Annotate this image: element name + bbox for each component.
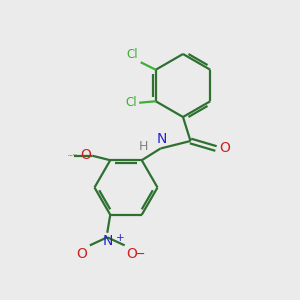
Text: O: O [80, 148, 91, 162]
Text: N: N [157, 132, 167, 146]
Text: Cl: Cl [127, 48, 138, 61]
Text: −: − [135, 248, 146, 261]
Text: Cl: Cl [125, 96, 137, 109]
Text: +: + [116, 233, 124, 243]
Text: O: O [126, 247, 137, 261]
Text: H: H [139, 140, 148, 154]
Text: O: O [220, 142, 230, 155]
Text: methoxy: methoxy [70, 154, 76, 156]
Text: O: O [76, 247, 87, 261]
Text: N: N [103, 234, 113, 248]
Text: methyl: methyl [73, 154, 78, 155]
Text: methyl: methyl [68, 155, 73, 156]
